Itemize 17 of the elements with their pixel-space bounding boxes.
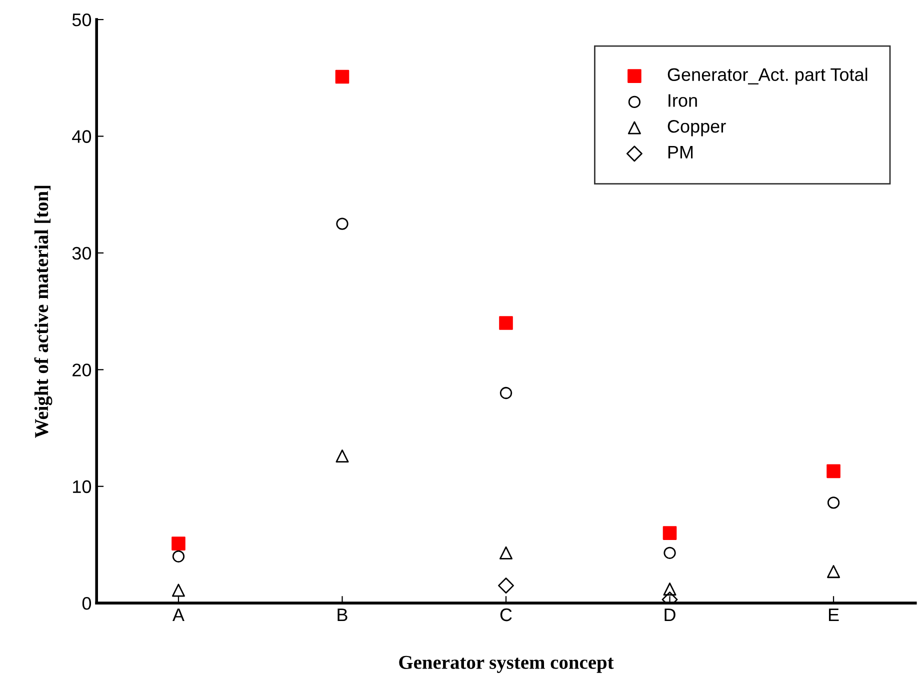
x-tick-label: B (338, 608, 348, 622)
y-tick-label: 0 (82, 597, 92, 610)
legend-label: Copper (668, 120, 726, 136)
x-tick-label: D (664, 608, 676, 622)
x-tick-label: E (828, 608, 839, 622)
y-tick-label: 40 (72, 130, 92, 143)
y-tick-label: 20 (72, 364, 92, 376)
x-axis-title: Generator system concept (399, 656, 614, 673)
x-tick-label: C (500, 608, 512, 622)
y-tick-label: 30 (72, 246, 92, 260)
y-tick-label: 50 (72, 13, 92, 26)
y-axis-title: Weight of active material [ton] (34, 186, 52, 438)
legend-label: PM (668, 146, 693, 158)
legend-label: Generator_Act. part Total (668, 68, 868, 85)
legend-label: Iron (668, 94, 697, 107)
y-tick-label: 10 (73, 480, 92, 494)
x-tick-label: A (172, 608, 184, 622)
